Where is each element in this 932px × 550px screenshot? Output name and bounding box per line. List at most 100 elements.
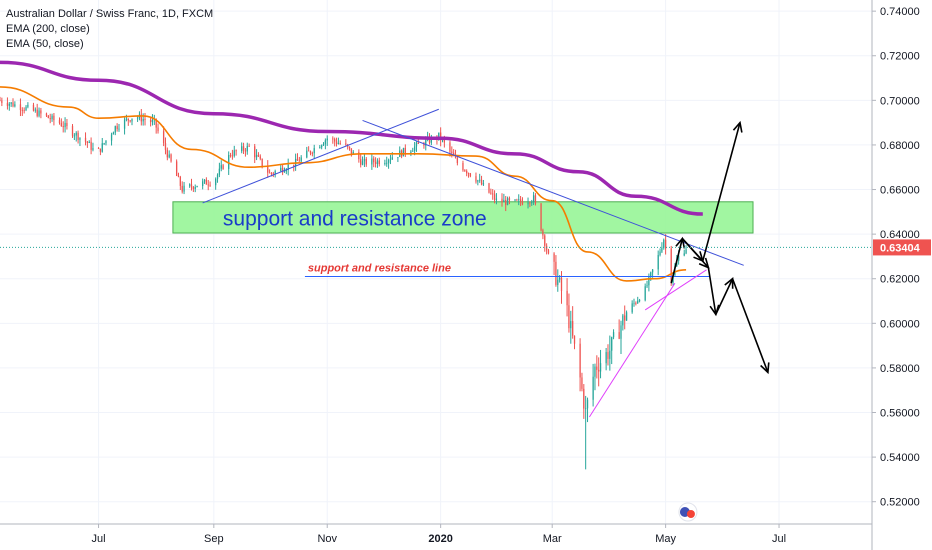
candle-body xyxy=(677,255,680,261)
candle xyxy=(363,153,366,168)
candle xyxy=(534,193,537,206)
candle-body xyxy=(529,202,531,204)
candle xyxy=(508,196,511,205)
candle-body xyxy=(203,179,206,182)
candle-body xyxy=(127,118,129,121)
candle xyxy=(657,250,659,276)
candle-body xyxy=(540,203,542,231)
candle-body xyxy=(475,176,477,182)
candle xyxy=(467,172,470,178)
candle-body xyxy=(413,146,416,151)
price-axis[interactable]: 0.74000 0.72000 0.70000 0.68000 0.66000 0.640… xyxy=(871,0,931,550)
price-tick-label: 0.70000 xyxy=(880,95,920,107)
candle xyxy=(348,146,351,151)
candle xyxy=(505,195,507,212)
candle-body xyxy=(88,141,90,143)
candle-body xyxy=(8,103,10,106)
candle-body xyxy=(620,325,622,339)
support-resistance-zone[interactable]: support and resistance zone xyxy=(172,201,754,234)
candle xyxy=(531,199,533,206)
candle-body xyxy=(332,138,334,140)
candle-body xyxy=(598,369,600,372)
candle xyxy=(583,384,585,419)
candle-body xyxy=(534,195,537,204)
grid xyxy=(0,0,872,524)
candle xyxy=(644,283,646,302)
candle-body xyxy=(181,185,183,192)
candle-body xyxy=(492,193,494,195)
candle-body xyxy=(75,132,77,136)
candle-body xyxy=(644,286,646,301)
candle-body xyxy=(51,115,53,120)
candle xyxy=(670,245,672,286)
candle-body xyxy=(149,119,152,123)
candle xyxy=(635,301,637,306)
candle-body xyxy=(443,139,446,143)
arrowhead xyxy=(732,120,743,133)
candle-body xyxy=(625,312,628,321)
candle-body xyxy=(36,109,38,116)
candle xyxy=(99,148,102,156)
candle-body xyxy=(241,146,243,152)
candle-body xyxy=(404,147,406,154)
legend-ema50[interactable]: EMA (50, close) xyxy=(6,38,84,50)
candle xyxy=(399,146,401,158)
legend-symbol[interactable]: Australian Dollar / Swiss Franc, 1D, FXC… xyxy=(6,8,214,20)
candle xyxy=(103,142,105,145)
candle-body xyxy=(683,253,685,256)
price-tick-label: 0.58000 xyxy=(880,363,920,375)
candle xyxy=(557,269,559,292)
price-badge-label: 0.63404 xyxy=(880,242,921,254)
candle xyxy=(62,121,64,133)
candle-body xyxy=(215,178,217,186)
candle-body xyxy=(233,150,235,156)
legend-ema200[interactable]: EMA (200, close) xyxy=(6,23,90,35)
candle xyxy=(71,124,74,138)
candle xyxy=(598,357,600,387)
candle-body xyxy=(84,137,87,142)
candle xyxy=(611,336,613,365)
candle-body xyxy=(140,114,142,122)
candle xyxy=(332,136,334,144)
candle-body xyxy=(451,151,453,153)
candle-body xyxy=(585,408,587,410)
candle xyxy=(637,296,639,304)
candle xyxy=(149,116,152,127)
candle-body xyxy=(532,195,535,202)
candle xyxy=(36,103,38,118)
candle-body xyxy=(129,120,131,122)
candle-body xyxy=(612,332,615,338)
candle xyxy=(376,158,379,168)
candle xyxy=(374,157,377,168)
candle-body xyxy=(125,118,128,120)
candle xyxy=(40,107,42,119)
candle-body xyxy=(202,181,204,186)
candle-body xyxy=(402,147,405,157)
candle-body xyxy=(27,104,29,107)
drawings[interactable]: support and resistance line xyxy=(202,108,770,418)
candle xyxy=(514,199,516,202)
candle-body xyxy=(505,199,507,205)
candle-body xyxy=(490,192,492,194)
candle xyxy=(27,102,29,109)
candle-body xyxy=(521,201,524,205)
candle xyxy=(235,149,237,156)
candle xyxy=(490,188,492,195)
candle-body xyxy=(19,104,22,110)
candle-body xyxy=(0,100,1,102)
candle-body xyxy=(501,198,503,203)
candle-body xyxy=(188,184,191,186)
candle-body xyxy=(319,147,321,149)
candle-body xyxy=(339,143,341,144)
candle xyxy=(482,179,485,187)
candle xyxy=(157,123,159,134)
candle-body xyxy=(272,173,274,175)
time-axis[interactable]: Jul Sep Nov 2020 Mar May Jul xyxy=(0,523,872,545)
candle-body xyxy=(62,126,64,128)
candle xyxy=(501,193,503,207)
candle xyxy=(321,144,323,150)
candle xyxy=(183,181,185,195)
candle-body xyxy=(570,321,572,329)
candle-body xyxy=(493,194,496,200)
